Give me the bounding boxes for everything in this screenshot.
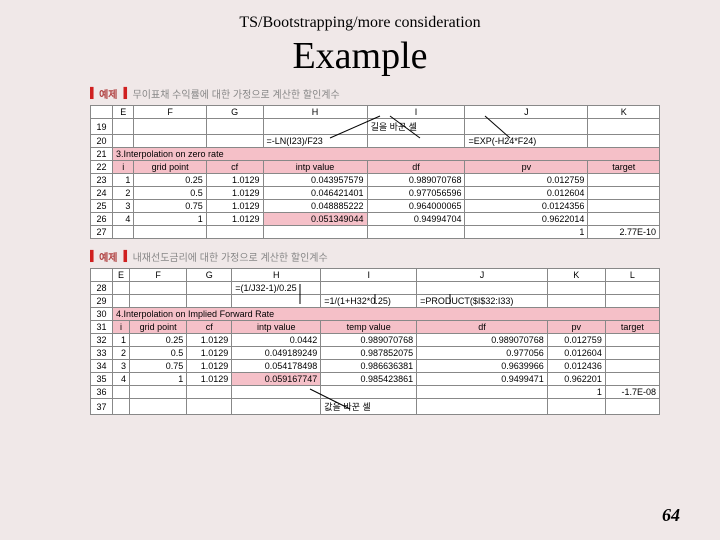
block2-label: 예제 <box>99 249 117 264</box>
block1-label: 예제 <box>99 86 117 101</box>
block2-bar: ▌ <box>90 251 97 262</box>
example-block-1: ▌ 예제 ▌ 무이표채 수익률에 대한 가정으로 계산한 할인계수 EFG HI… <box>90 86 660 239</box>
table-2: EFG HIJ KL 28=(1/J32-1)/0.25 29=1/(1+H32… <box>90 268 660 415</box>
block2-bar2: ▌ <box>124 251 131 262</box>
table-1: EFG HIJ K 19길을 바꾼 셀 20=-LN(I23)/F23=EXP(… <box>90 105 660 239</box>
doc-subtitle: TS/Bootstrapping/more consideration <box>10 14 710 32</box>
doc-title: Example <box>10 34 710 78</box>
block1-bar2: ▌ <box>124 88 131 99</box>
block2-desc: 내재선도금리에 대한 가정으로 계산한 할인계수 <box>133 249 328 264</box>
page-number: 64 <box>662 505 680 526</box>
example-block-2: ▌ 예제 ▌ 내재선도금리에 대한 가정으로 계산한 할인계수 EFG HIJ … <box>90 249 660 415</box>
block1-desc: 무이표채 수익률에 대한 가정으로 계산한 할인계수 <box>133 86 340 101</box>
block1-bar: ▌ <box>90 88 97 99</box>
